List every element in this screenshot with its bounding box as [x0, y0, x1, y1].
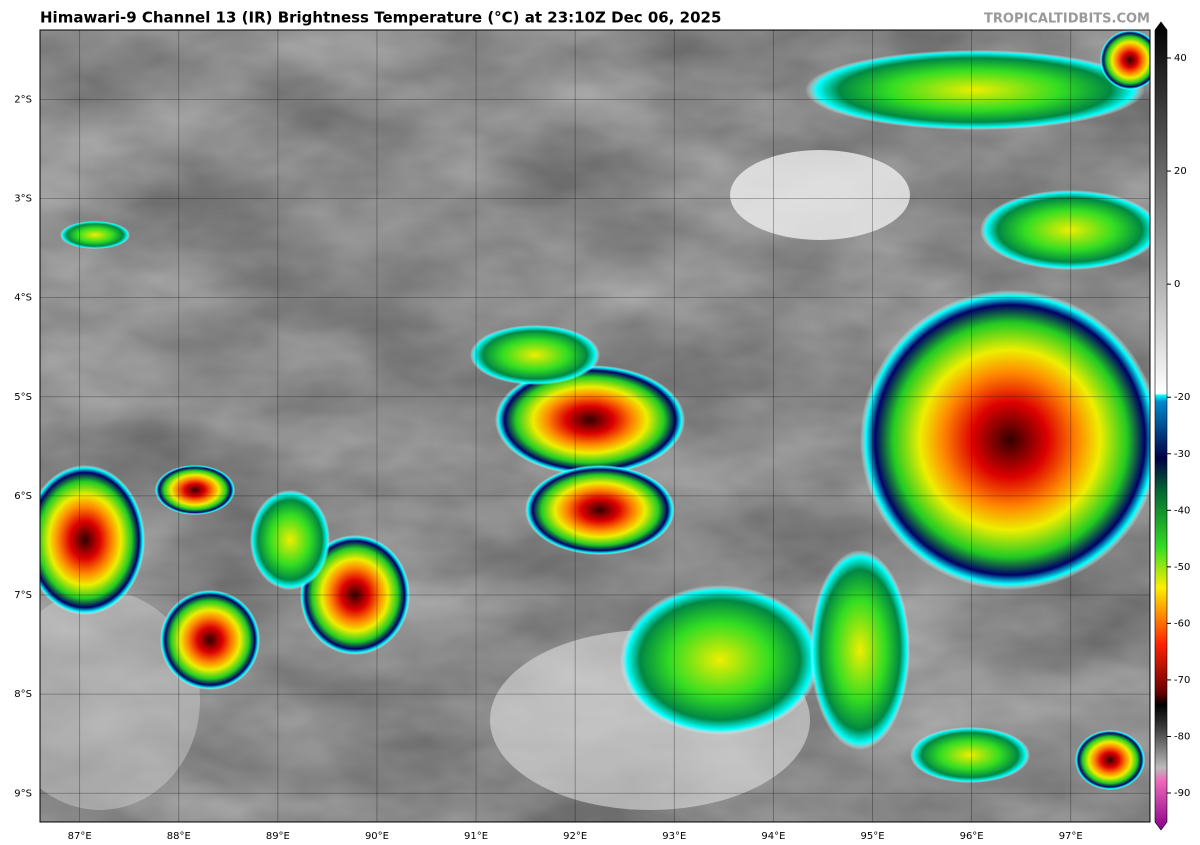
lat-label: 8°S	[14, 689, 32, 700]
lat-label: 6°S	[14, 491, 32, 502]
colorbar-label: -60	[1174, 618, 1190, 629]
map-frame	[39, 29, 1151, 823]
lon-label: 87°E	[68, 831, 92, 842]
lat-label: 3°S	[14, 194, 32, 205]
lat-label: 2°S	[14, 94, 32, 105]
colorbar-label: -80	[1174, 731, 1190, 742]
lon-label: 91°E	[464, 831, 488, 842]
lat-label: 7°S	[14, 590, 32, 601]
lon-label: 97°E	[1059, 831, 1083, 842]
lon-label: 92°E	[563, 831, 587, 842]
colorbar-label: -20	[1174, 392, 1190, 403]
colorbar-label: -50	[1174, 562, 1190, 573]
lat-label: 5°S	[14, 392, 32, 403]
colorbar-label: -40	[1174, 505, 1190, 516]
colorbar-label: 0	[1174, 279, 1180, 290]
imagery	[40, 30, 1150, 822]
colorbar-label: -90	[1174, 788, 1190, 799]
lon-label: 88°E	[167, 831, 191, 842]
source: TROPICALTIDBITS.COM	[984, 12, 1150, 27]
lon-label: 95°E	[860, 831, 884, 842]
colorbar-label: -30	[1174, 449, 1190, 460]
colorbar-label: -70	[1174, 675, 1190, 686]
colorbar-label: 20	[1174, 166, 1187, 177]
colorbar-label: 40	[1174, 53, 1187, 64]
lat-label: 4°S	[14, 293, 32, 304]
lon-label: 90°E	[365, 831, 389, 842]
title: Himawari-9 Channel 13 (IR) Brightness Te…	[40, 9, 721, 27]
lon-label: 93°E	[662, 831, 686, 842]
lon-label: 89°E	[266, 831, 290, 842]
lat-label: 9°S	[14, 788, 32, 799]
lon-label: 94°E	[761, 831, 785, 842]
colorbar	[1154, 21, 1168, 831]
lon-label: 96°E	[960, 831, 984, 842]
